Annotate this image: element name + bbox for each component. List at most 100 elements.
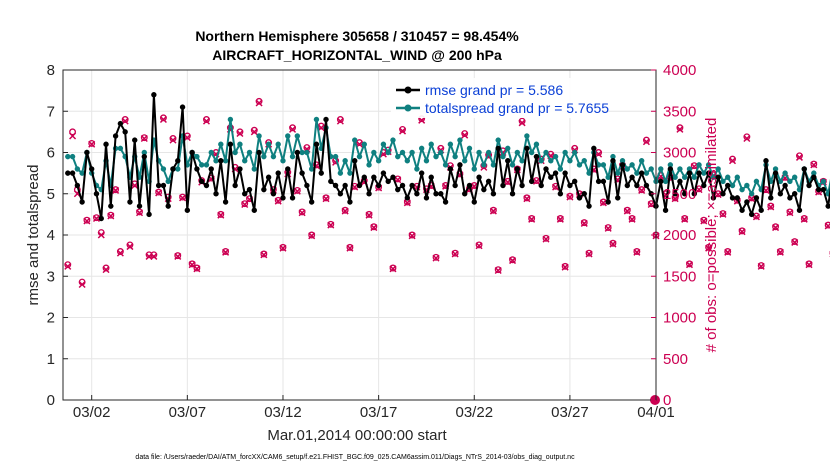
rmse-point — [629, 174, 635, 180]
obs-possible-point — [642, 136, 650, 144]
rmse-point — [108, 203, 114, 209]
obs-assimilated-point — [647, 200, 655, 209]
data-file-footnote: data file: /Users/raeder/DAI/ATM_forcXX/… — [135, 454, 575, 461]
rmse-point — [801, 166, 807, 172]
obs-possible-point — [609, 239, 617, 247]
obs-assimilated-point — [685, 261, 694, 269]
spread-point — [304, 149, 310, 156]
obs-possible-point — [686, 260, 693, 268]
rmse-point — [237, 166, 243, 172]
obs-possible-point — [327, 220, 335, 228]
obs-assimilated-point — [772, 224, 780, 232]
rmse-point — [552, 170, 559, 176]
obs-possible-point — [796, 152, 803, 160]
rmse-point — [289, 195, 296, 201]
rmse-point — [332, 182, 339, 189]
obs-assimilated-point — [451, 250, 459, 258]
obs-possible-point — [169, 135, 177, 142]
rmse-point — [758, 207, 764, 213]
obs-possible-point — [346, 243, 354, 251]
spread-point — [686, 166, 693, 172]
obs-assimilated-point — [116, 249, 124, 257]
obs-possible-point — [681, 215, 689, 222]
rmse-point — [557, 191, 564, 197]
spread-point — [782, 170, 788, 176]
obs-possible-point — [475, 241, 483, 249]
obs-assimilated-point — [786, 209, 794, 217]
rmse-point — [753, 195, 760, 201]
spread-point — [352, 137, 358, 143]
obs-assimilated-point — [255, 99, 263, 107]
obs-possible-point — [308, 231, 316, 239]
obs-assimilated-point — [260, 251, 268, 259]
obs-assimilated-point — [150, 252, 158, 260]
left-tick-label: 0 — [47, 392, 55, 409]
spread-point — [481, 162, 487, 168]
rmse-point — [533, 153, 540, 160]
rmse-point — [696, 170, 702, 176]
rmse-point — [490, 191, 497, 197]
spread-point — [423, 158, 430, 164]
obs-assimilated-point — [700, 217, 708, 225]
obs-possible-point — [69, 128, 77, 136]
obs-assimilated-point — [580, 219, 588, 227]
x-tick-label: 03/07 — [169, 404, 207, 421]
rmse-point — [768, 195, 774, 201]
rmse-point — [643, 182, 650, 189]
right-tick-label: 3500 — [663, 103, 696, 120]
rmse-point — [447, 166, 454, 172]
obs-possible-point — [188, 260, 196, 268]
rmse-point — [242, 191, 248, 197]
spread-point — [524, 133, 530, 139]
obs-assimilated-point — [135, 209, 144, 217]
rmse-point — [203, 182, 210, 189]
obs-possible-point — [528, 215, 536, 222]
spread-point — [375, 158, 382, 164]
spread-point — [543, 149, 549, 156]
obs-possible-point — [279, 243, 287, 251]
spread-point — [581, 158, 587, 164]
spread-point — [791, 174, 798, 180]
rmse-point — [194, 166, 200, 172]
rmse-point — [777, 191, 784, 197]
left-tick-label: 3 — [47, 268, 55, 285]
spread-point — [605, 174, 611, 180]
obs-possible-point — [64, 261, 72, 269]
left-tick-label: 7 — [47, 103, 55, 120]
rmse-point — [404, 195, 411, 201]
spread-point — [313, 116, 320, 123]
spread-point — [208, 149, 214, 156]
obs-assimilated-point — [169, 136, 177, 144]
rmse-point — [763, 158, 769, 164]
spread-point — [347, 170, 353, 176]
rmse-point — [270, 191, 277, 197]
obs-possible-point — [250, 126, 258, 134]
spread-point — [342, 158, 348, 164]
rmse-point — [605, 199, 611, 205]
spread-point — [69, 153, 76, 160]
spread-point — [237, 141, 243, 147]
spread-point — [380, 141, 387, 147]
rmse-point — [619, 162, 626, 168]
rmse-point — [452, 182, 458, 189]
rmse-point — [825, 203, 830, 209]
right-tick-label: 4000 — [663, 62, 696, 79]
rmse-point — [127, 199, 133, 205]
obs-assimilated-point — [174, 252, 182, 260]
rmse-point — [98, 215, 104, 222]
obs-assimilated-point — [633, 248, 641, 256]
rmse-point — [294, 149, 301, 156]
spread-point — [433, 153, 439, 160]
obs-assimilated-point — [293, 187, 301, 195]
obs-possible-point — [676, 124, 684, 132]
obs-possible-point — [370, 223, 378, 231]
obs-assimilated-point — [604, 224, 612, 232]
spread-point — [662, 178, 669, 185]
obs-possible-point — [222, 248, 230, 255]
chart-title-line2: AIRCRAFT_HORIZONTAL_WIND @ 200 hPa — [212, 47, 502, 63]
legend-label-rmse: rmse grand pr = 5.586 — [425, 82, 563, 98]
rmse-point — [787, 195, 793, 201]
obs-assimilated-point — [748, 195, 756, 203]
spread-point — [165, 178, 171, 185]
rmse-point — [74, 182, 81, 189]
